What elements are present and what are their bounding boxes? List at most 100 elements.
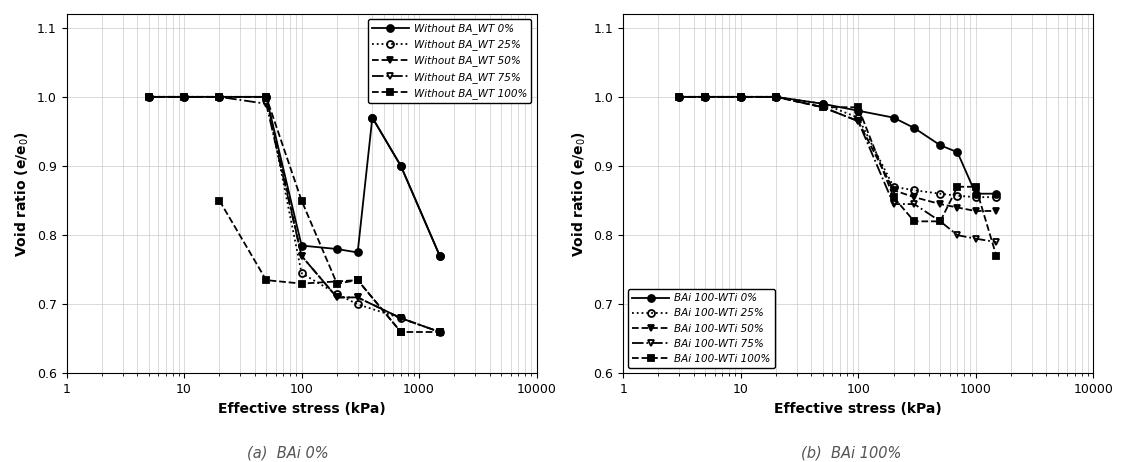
Without BA_WT 100%: [350, 277, 364, 283]
BAi 100-WTi 0%: [699, 94, 712, 100]
BAi 100-WTi 0%: [851, 108, 864, 114]
Line: BAi 100-WTi 25%: BAi 100-WTi 25%: [676, 93, 1000, 201]
Without BA_WT 100%: [394, 329, 408, 335]
BAi 100-WTi 25%: [699, 94, 712, 100]
Without BA_WT 75%: [259, 101, 273, 107]
Without BA_WT 25%: [350, 302, 364, 307]
Line: Without BA_WT 0%: Without BA_WT 0%: [145, 93, 443, 259]
Without BA_WT 0%: [259, 94, 273, 100]
Without BA_WT 0%: [433, 253, 446, 259]
Without BA_WT 50%: [433, 329, 446, 335]
Without BA_WT 25%: [259, 94, 273, 100]
Text: (b)  BAi 100%: (b) BAi 100%: [800, 445, 902, 460]
BAi 100-WTi 100%: [816, 104, 829, 110]
BAi 100-WTi 50%: [951, 205, 965, 210]
BAi 100-WTi 25%: [969, 195, 983, 200]
BAi 100-WTi 75%: [673, 94, 686, 100]
Legend: Without BA_WT 0%, Without BA_WT 25%, Without BA_WT 50%, Without BA_WT 75%, Witho: Without BA_WT 0%, Without BA_WT 25%, Wit…: [369, 19, 532, 103]
Without BA_WT 75%: [350, 295, 364, 300]
Without BA_WT 0%: [177, 94, 190, 100]
BAi 100-WTi 100%: [770, 94, 783, 100]
BAi 100-WTi 100%: [933, 219, 947, 224]
Y-axis label: Void ratio (e/e$_0$): Void ratio (e/e$_0$): [14, 131, 32, 256]
Without BA_WT 100%: [433, 329, 446, 335]
Line: Without BA_WT 100%: Without BA_WT 100%: [145, 93, 443, 335]
Without BA_WT 50%: [295, 253, 309, 259]
BAi 100-WTi 0%: [734, 94, 747, 100]
Without BA_WT 50%: [394, 316, 408, 321]
BAi 100-WTi 100%: [990, 253, 1003, 259]
BAi 100-WTi 100%: [887, 195, 900, 200]
BAi 100-WTi 75%: [734, 94, 747, 100]
X-axis label: Effective stress (kPa): Effective stress (kPa): [218, 402, 385, 416]
BAi 100-WTi 50%: [990, 208, 1003, 214]
BAi 100-WTi 50%: [969, 208, 983, 214]
Without BA_WT 50%: [350, 295, 364, 300]
BAi 100-WTi 100%: [699, 94, 712, 100]
Without BA_WT 50%: [259, 94, 273, 100]
Y-axis label: Void ratio (e/e$_0$): Void ratio (e/e$_0$): [570, 131, 588, 256]
BAi 100-WTi 75%: [699, 94, 712, 100]
BAi 100-WTi 75%: [770, 94, 783, 100]
X-axis label: Effective stress (kPa): Effective stress (kPa): [774, 402, 942, 416]
BAi 100-WTi 25%: [887, 184, 900, 189]
Without BA_WT 0%: [394, 163, 408, 169]
BAi 100-WTi 100%: [851, 104, 864, 110]
BAi 100-WTi 0%: [673, 94, 686, 100]
BAi 100-WTi 0%: [969, 191, 983, 196]
BAi 100-WTi 50%: [887, 188, 900, 193]
Without BA_WT 100%: [177, 94, 190, 100]
Line: BAi 100-WTi 0%: BAi 100-WTi 0%: [676, 93, 1000, 197]
BAi 100-WTi 50%: [770, 94, 783, 100]
Without BA_WT 100%: [142, 94, 156, 100]
BAi 100-WTi 25%: [816, 101, 829, 107]
Without BA_WT 0%: [365, 115, 379, 121]
BAi 100-WTi 100%: [907, 219, 921, 224]
Without BA_WT 0%: [295, 243, 309, 249]
Without BA_WT 25%: [295, 270, 309, 276]
Without BA_WT 100%: [213, 94, 227, 100]
BAi 100-WTi 75%: [887, 201, 900, 207]
BAi 100-WTi 25%: [770, 94, 783, 100]
BAi 100-WTi 50%: [734, 94, 747, 100]
Line: Without BA_WT 25%: Without BA_WT 25%: [145, 93, 443, 335]
BAi 100-WTi 50%: [933, 201, 947, 207]
BAi 100-WTi 25%: [990, 195, 1003, 200]
BAi 100-WTi 25%: [673, 94, 686, 100]
Legend: BAi 100-WTi 0%, BAi 100-WTi 25%, BAi 100-WTi 50%, BAi 100-WTi 75%, BAi 100-WTi 1: BAi 100-WTi 0%, BAi 100-WTi 25%, BAi 100…: [629, 289, 774, 368]
BAi 100-WTi 100%: [734, 94, 747, 100]
BAi 100-WTi 75%: [990, 239, 1003, 245]
Without BA_WT 75%: [142, 94, 156, 100]
Without BA_WT 75%: [433, 329, 446, 335]
Without BA_WT 25%: [213, 94, 227, 100]
Without BA_WT 100%: [259, 94, 273, 100]
Without BA_WT 0%: [213, 94, 227, 100]
Without BA_WT 75%: [330, 295, 344, 300]
BAi 100-WTi 0%: [887, 115, 900, 121]
BAi 100-WTi 25%: [734, 94, 747, 100]
Without BA_WT 50%: [330, 295, 344, 300]
BAi 100-WTi 0%: [770, 94, 783, 100]
Line: BAi 100-WTi 100%: BAi 100-WTi 100%: [676, 93, 1000, 259]
Without BA_WT 25%: [433, 329, 446, 335]
BAi 100-WTi 25%: [851, 115, 864, 121]
BAi 100-WTi 75%: [933, 219, 947, 224]
BAi 100-WTi 25%: [951, 193, 965, 199]
BAi 100-WTi 100%: [969, 184, 983, 189]
BAi 100-WTi 50%: [699, 94, 712, 100]
BAi 100-WTi 25%: [907, 188, 921, 193]
Line: Without BA_WT 50%: Without BA_WT 50%: [145, 93, 443, 335]
Without BA_WT 75%: [177, 94, 190, 100]
Without BA_WT 75%: [213, 94, 227, 100]
BAi 100-WTi 75%: [951, 232, 965, 238]
BAi 100-WTi 25%: [933, 191, 947, 196]
Line: BAi 100-WTi 75%: BAi 100-WTi 75%: [676, 93, 1000, 246]
Without BA_WT 75%: [394, 316, 408, 321]
Line: Without BA_WT 75%: Without BA_WT 75%: [145, 93, 443, 335]
BAi 100-WTi 100%: [951, 184, 965, 189]
BAi 100-WTi 0%: [933, 142, 947, 148]
Without BA_WT 0%: [142, 94, 156, 100]
BAi 100-WTi 50%: [851, 118, 864, 124]
Without BA_WT 25%: [142, 94, 156, 100]
BAi 100-WTi 0%: [951, 149, 965, 155]
